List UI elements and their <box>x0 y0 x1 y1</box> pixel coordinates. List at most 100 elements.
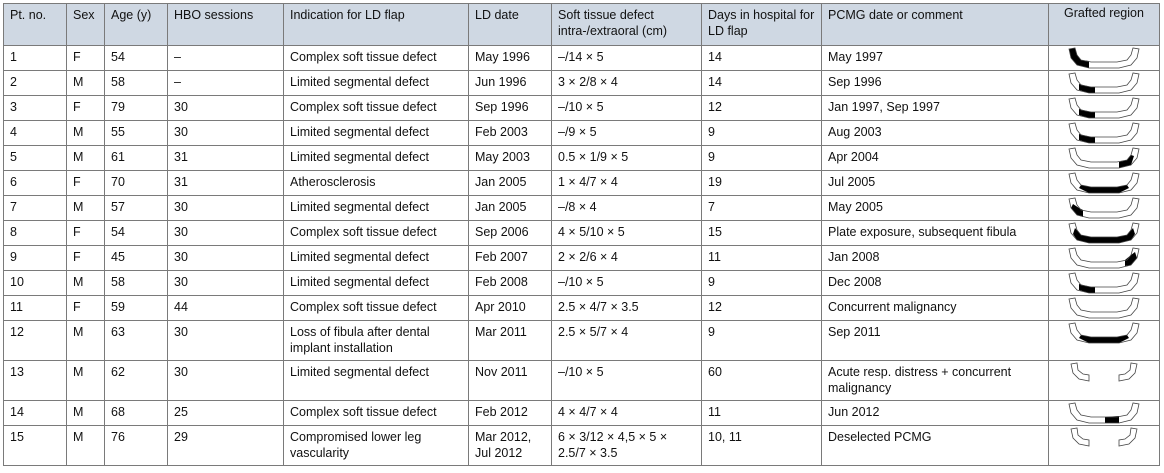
cell-pt-no: 14 <box>3 400 67 426</box>
cell-hbo-sessions: 29 <box>167 425 284 466</box>
mandible-diagram-icon <box>1068 97 1140 119</box>
cell-hbo-sessions: 30 <box>167 245 284 271</box>
cell-grafted-region <box>1048 120 1160 146</box>
header-ld-date: LD date <box>468 3 552 46</box>
cell-hbo-sessions: 44 <box>167 295 284 321</box>
cell-soft-tissue-defect: –/10 × 5 <box>551 95 702 121</box>
cell-ld-date: Sep 1996 <box>468 95 552 121</box>
cell-days-in-hospital: 10, 11 <box>701 425 822 466</box>
cell-soft-tissue-defect: –/9 × 5 <box>551 120 702 146</box>
cell-pt-no: 13 <box>3 360 67 401</box>
cell-ld-date: Nov 2011 <box>468 360 552 401</box>
cell-age: 57 <box>104 195 168 221</box>
cell-hbo-sessions: 30 <box>167 120 284 146</box>
cell-days-in-hospital: 15 <box>701 220 822 246</box>
cell-days-in-hospital: 9 <box>701 320 822 361</box>
cell-pt-no: 9 <box>3 245 67 271</box>
header-hbo-sessions: HBO sessions <box>167 3 284 46</box>
cell-pt-no: 1 <box>3 45 67 71</box>
cell-ld-date: Jan 2005 <box>468 170 552 196</box>
cell-pcmg: Concurrent malignancy <box>821 295 1049 321</box>
cell-indication: Limited segmental defect <box>283 120 469 146</box>
mandible-diagram-icon <box>1068 322 1140 344</box>
cell-age: 58 <box>104 70 168 96</box>
cell-grafted-region <box>1048 295 1160 321</box>
cell-soft-tissue-defect: 6 × 3/12 × 4,5 × 5 × 2.5/7 × 3.5 <box>551 425 702 466</box>
cell-indication: Atherosclerosis <box>283 170 469 196</box>
header-grafted-region: Grafted region <box>1048 3 1160 46</box>
cell-age: 45 <box>104 245 168 271</box>
cell-ld-date: Feb 2008 <box>468 270 552 296</box>
cell-sex: M <box>66 195 105 221</box>
cell-grafted-region <box>1048 320 1160 361</box>
cell-sex: M <box>66 425 105 466</box>
cell-hbo-sessions: 31 <box>167 145 284 171</box>
table-row: 9 F 45 30 Limited segmental defect Feb 2007 2 … <box>3 245 1160 271</box>
cell-age: 54 <box>104 220 168 246</box>
cell-days-in-hospital: 11 <box>701 400 822 426</box>
cell-sex: M <box>66 270 105 296</box>
cell-grafted-region <box>1048 70 1160 96</box>
cell-sex: F <box>66 170 105 196</box>
table-row: 10 M 58 30 Limited segmental defect Feb 2008–… <box>3 270 1160 296</box>
mandible-diagram-icon <box>1068 147 1140 169</box>
cell-sex: M <box>66 145 105 171</box>
cell-sex: F <box>66 45 105 71</box>
cell-hbo-sessions: 30 <box>167 320 284 361</box>
cell-hbo-sessions: 31 <box>167 170 284 196</box>
cell-pcmg: Jan 1997, Sep 1997 <box>821 95 1049 121</box>
header-pcmg: PCMG date or comment <box>821 3 1049 46</box>
cell-soft-tissue-defect: 0.5 × 1/9 × 5 <box>551 145 702 171</box>
cell-indication: Limited segmental defect <box>283 245 469 271</box>
cell-age: 58 <box>104 270 168 296</box>
cell-pcmg: Acute resp. distress + concurrent malign… <box>821 360 1049 401</box>
cell-soft-tissue-defect: –/8 × 4 <box>551 195 702 221</box>
cell-pt-no: 4 <box>3 120 67 146</box>
cell-soft-tissue-defect: –/10 × 5 <box>551 270 702 296</box>
cell-indication: Complex soft tissue defect <box>283 95 469 121</box>
cell-indication: Complex soft tissue defect <box>283 45 469 71</box>
header-row: Pt. no. Sex Age (y) HBO sessions Indicat… <box>3 3 1160 46</box>
table-row: 13 M 62 30 Limited segmental defect Nov 2011–… <box>3 360 1160 401</box>
cell-indication: Limited segmental defect <box>283 195 469 221</box>
cell-pt-no: 11 <box>3 295 67 321</box>
cell-pcmg: Deselected PCMG <box>821 425 1049 466</box>
cell-sex: M <box>66 360 105 401</box>
cell-age: 54 <box>104 45 168 71</box>
cell-pcmg: Dec 2008 <box>821 270 1049 296</box>
cell-days-in-hospital: 7 <box>701 195 822 221</box>
cell-ld-date: Feb 2007 <box>468 245 552 271</box>
mandible-diagram-icon <box>1068 402 1140 424</box>
cell-ld-date: May 1996 <box>468 45 552 71</box>
cell-hbo-sessions: – <box>167 45 284 71</box>
cell-pcmg: Jul 2005 <box>821 170 1049 196</box>
cell-sex: F <box>66 95 105 121</box>
cell-days-in-hospital: 14 <box>701 45 822 71</box>
cell-sex: M <box>66 320 105 361</box>
cell-pt-no: 2 <box>3 70 67 96</box>
cell-grafted-region <box>1048 45 1160 71</box>
cell-days-in-hospital: 11 <box>701 245 822 271</box>
cell-pt-no: 15 <box>3 425 67 466</box>
table-row: 14 M 68 25 Complex soft tissue defect Feb 201… <box>3 400 1160 426</box>
cell-ld-date: Apr 2010 <box>468 295 552 321</box>
cell-pt-no: 8 <box>3 220 67 246</box>
cell-pt-no: 3 <box>3 95 67 121</box>
cell-hbo-sessions: 25 <box>167 400 284 426</box>
cell-age: 55 <box>104 120 168 146</box>
cell-pcmg: Sep 2011 <box>821 320 1049 361</box>
cell-indication: Limited segmental defect <box>283 270 469 296</box>
cell-ld-date: Mar 2012, Jul 2012 <box>468 425 552 466</box>
cell-indication: Complex soft tissue defect <box>283 400 469 426</box>
cell-age: 79 <box>104 95 168 121</box>
cell-hbo-sessions: 30 <box>167 95 284 121</box>
table-row: 3 F 79 30 Complex soft tissue defect Sep 1996… <box>3 95 1160 121</box>
cell-age: 59 <box>104 295 168 321</box>
table-row: 2 M 58– Limited segmental defect Jun 1996 3 ×… <box>3 70 1160 96</box>
cell-hbo-sessions: 30 <box>167 195 284 221</box>
cell-soft-tissue-defect: 4 × 4/7 × 4 <box>551 400 702 426</box>
header-days-in-hospital: Days in hospital for LD flap <box>701 3 822 46</box>
cell-ld-date: Jun 1996 <box>468 70 552 96</box>
table-row: 15 M 76 29 Compromised lower leg vascularity… <box>3 425 1160 466</box>
cell-soft-tissue-defect: –/10 × 5 <box>551 360 702 401</box>
